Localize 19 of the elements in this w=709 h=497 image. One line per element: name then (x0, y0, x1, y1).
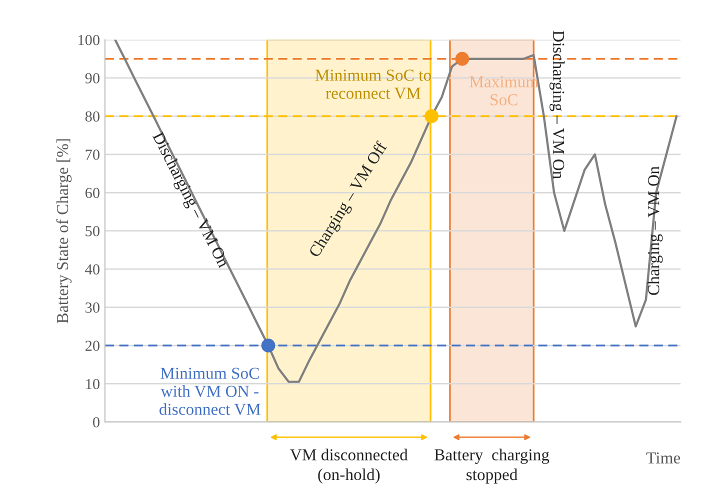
y-tick-label: 30 (86, 302, 100, 313)
y-axis-title: Battery State of Charge [%] (56, 139, 72, 324)
y-tick-label: 40 (85, 264, 100, 275)
annotation: Discharging – VM On (550, 30, 565, 179)
y-tick-label: 20 (85, 340, 100, 351)
text: Battery charging stopped (434, 448, 550, 484)
y-tick-label: 100 (78, 34, 100, 46)
x-axis-title: Time (646, 452, 680, 464)
y-tick-label: 80 (85, 111, 100, 122)
y-tick-label: 10 (86, 378, 100, 390)
text: VM disconnected (on-hold) (290, 448, 408, 484)
annotation: Minimum SoC with VM ON - disconnect VM (160, 368, 260, 416)
y-tick-label: 50 (86, 226, 100, 236)
y-tick-label: 0 (93, 417, 100, 428)
y-tick-label: 60 (85, 188, 100, 198)
y-tick-label: 70 (86, 150, 100, 160)
annotation: Minimum SoC to reconnect VM (315, 70, 431, 99)
annotation: Charging – VM On (648, 166, 663, 295)
y-tick-label: 90 (85, 73, 100, 84)
